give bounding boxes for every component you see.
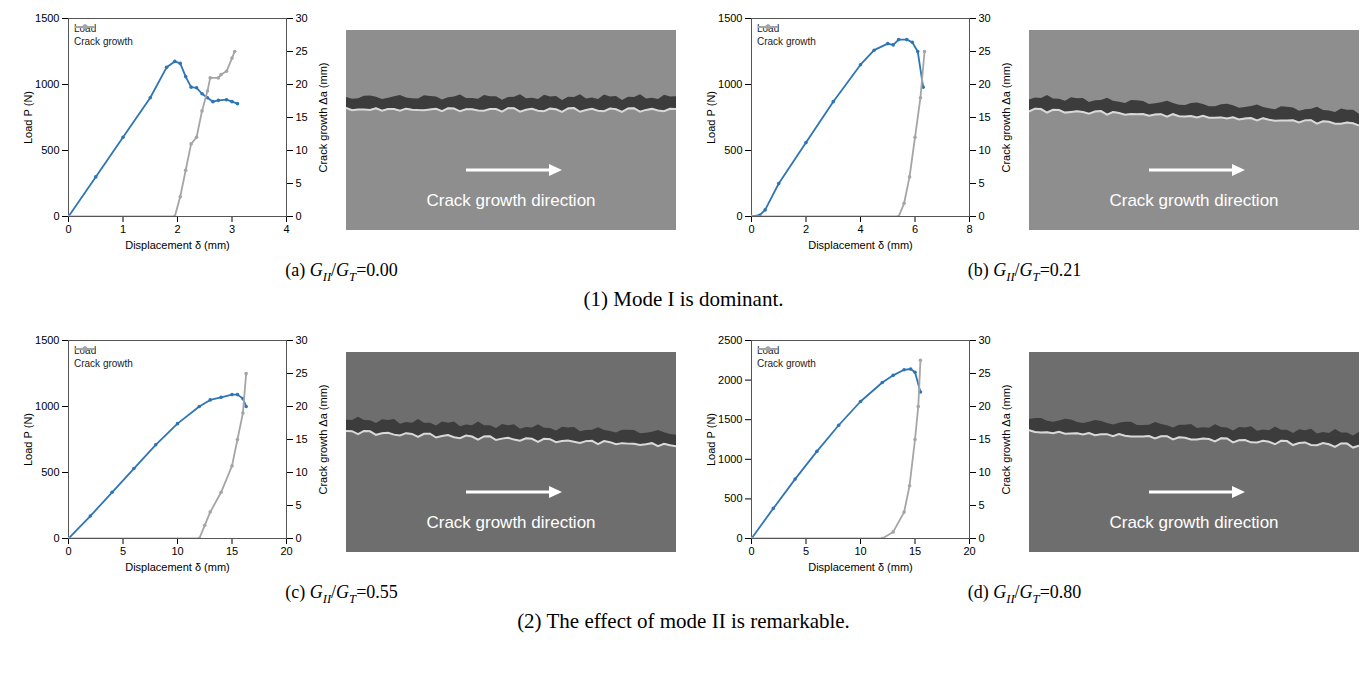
- html-text:(a) GII/ GT=0.00: (a) GII/ GT=0.00: [285, 260, 398, 284]
- html-text:(c) GII/ GT=0.55: (c) GII/ GT=0.55: [285, 582, 398, 606]
- svg-text:10: 10: [979, 144, 991, 156]
- svg-text:1500: 1500: [718, 12, 742, 24]
- svg-text:Crack growth Δa (mm): Crack growth Δa (mm): [317, 384, 329, 494]
- svg-text:25: 25: [979, 45, 991, 57]
- svg-text:2: 2: [803, 223, 809, 235]
- svg-text:Crack growth Δa (mm): Crack growth Δa (mm): [1000, 384, 1012, 494]
- svg-text:30: 30: [979, 12, 991, 24]
- html-text:Load: Load: [74, 345, 97, 356]
- svg-text:0: 0: [65, 223, 71, 235]
- html-text:Crack growth: Crack growth: [74, 36, 133, 47]
- svg-text:25: 25: [979, 367, 991, 379]
- svg-text:5: 5: [979, 499, 985, 511]
- svg-text:Displacement δ (mm): Displacement δ (mm): [125, 239, 230, 251]
- svg-text:15: 15: [296, 111, 308, 123]
- html-text:(2) The effect of mode II is r: (2) The effect of mode II is remarkable.: [517, 609, 850, 633]
- svg-text:8: 8: [966, 223, 972, 235]
- svg-text:0: 0: [53, 210, 59, 222]
- svg-text:10: 10: [979, 466, 991, 478]
- svg-text:Load P (N): Load P (N): [705, 91, 717, 144]
- html-text:Load: Load: [74, 23, 97, 34]
- svg-text:1500: 1500: [718, 413, 742, 425]
- svg-text:1000: 1000: [718, 78, 742, 90]
- svg-text:10: 10: [296, 144, 308, 156]
- svg-text:2: 2: [174, 223, 180, 235]
- svg-text:500: 500: [724, 144, 742, 156]
- svg-text:5: 5: [296, 177, 302, 189]
- svg-text:4: 4: [283, 223, 289, 235]
- svg-text:Load P (N): Load P (N): [22, 413, 34, 466]
- svg-text:1000: 1000: [35, 78, 59, 90]
- svg-text:30: 30: [296, 334, 308, 346]
- svg-text:0: 0: [736, 210, 742, 222]
- svg-text:1500: 1500: [35, 334, 59, 346]
- svg-text:10: 10: [296, 466, 308, 478]
- svg-text:30: 30: [296, 12, 308, 24]
- svg-text:10: 10: [171, 545, 183, 557]
- svg-text:15: 15: [979, 433, 991, 445]
- svg-text:Load P (N): Load P (N): [705, 413, 717, 466]
- svg-text:Crack growth direction: Crack growth direction: [1109, 191, 1278, 210]
- svg-text:0: 0: [979, 210, 985, 222]
- svg-text:5: 5: [979, 177, 985, 189]
- svg-text:20: 20: [280, 545, 292, 557]
- svg-text:Displacement δ (mm): Displacement δ (mm): [808, 239, 913, 251]
- svg-text:500: 500: [724, 492, 742, 504]
- svg-text:20: 20: [979, 78, 991, 90]
- svg-text:0: 0: [296, 210, 302, 222]
- svg-text:15: 15: [296, 433, 308, 445]
- svg-text:0: 0: [53, 532, 59, 544]
- svg-text:500: 500: [41, 144, 59, 156]
- html-text:Load: Load: [757, 345, 780, 356]
- html-text:(b) GII/ GT=0.21: (b) GII/ GT=0.21: [967, 260, 1082, 284]
- svg-text:0: 0: [748, 223, 754, 235]
- svg-text:0: 0: [979, 532, 985, 544]
- svg-text:2000: 2000: [718, 374, 742, 386]
- svg-text:4: 4: [857, 223, 863, 235]
- svg-text:1000: 1000: [35, 400, 59, 412]
- svg-text:Displacement δ (mm): Displacement δ (mm): [808, 561, 913, 573]
- html-text:Crack growth: Crack growth: [74, 358, 133, 369]
- svg-text:25: 25: [296, 367, 308, 379]
- svg-text:1000: 1000: [718, 453, 742, 465]
- svg-text:2500: 2500: [718, 334, 742, 346]
- svg-text:0: 0: [736, 532, 742, 544]
- svg-text:Crack growth Δa (mm): Crack growth Δa (mm): [317, 62, 329, 172]
- html-text:Crack growth: Crack growth: [757, 358, 816, 369]
- svg-text:0: 0: [65, 545, 71, 557]
- svg-text:Crack growth Δa (mm): Crack growth Δa (mm): [1000, 62, 1012, 172]
- html-text:(1) Mode I is dominant.: (1) Mode I is dominant.: [583, 287, 784, 311]
- html-text:Crack growth: Crack growth: [757, 36, 816, 47]
- svg-text:5: 5: [120, 545, 126, 557]
- svg-text:Displacement δ (mm): Displacement δ (mm): [125, 561, 230, 573]
- svg-text:20: 20: [296, 78, 308, 90]
- svg-text:3: 3: [229, 223, 235, 235]
- svg-text:5: 5: [296, 499, 302, 511]
- svg-text:20: 20: [296, 400, 308, 412]
- svg-text:Load P (N): Load P (N): [22, 91, 34, 144]
- svg-text:20: 20: [963, 545, 975, 557]
- svg-text:Crack growth direction: Crack growth direction: [426, 513, 595, 532]
- svg-text:5: 5: [803, 545, 809, 557]
- svg-text:25: 25: [296, 45, 308, 57]
- svg-text:500: 500: [41, 466, 59, 478]
- svg-text:15: 15: [979, 111, 991, 123]
- html-text:Load: Load: [757, 23, 780, 34]
- svg-text:Crack growth direction: Crack growth direction: [1109, 513, 1278, 532]
- svg-text:Crack growth direction: Crack growth direction: [426, 191, 595, 210]
- svg-text:6: 6: [912, 223, 918, 235]
- html-text:(d) GII/ GT=0.80: (d) GII/ GT=0.80: [967, 582, 1082, 606]
- svg-text:1500: 1500: [35, 12, 59, 24]
- svg-text:1: 1: [120, 223, 126, 235]
- svg-text:15: 15: [909, 545, 921, 557]
- svg-text:0: 0: [748, 545, 754, 557]
- svg-text:30: 30: [979, 334, 991, 346]
- svg-text:15: 15: [226, 545, 238, 557]
- svg-text:10: 10: [854, 545, 866, 557]
- svg-text:0: 0: [296, 532, 302, 544]
- svg-text:20: 20: [979, 400, 991, 412]
